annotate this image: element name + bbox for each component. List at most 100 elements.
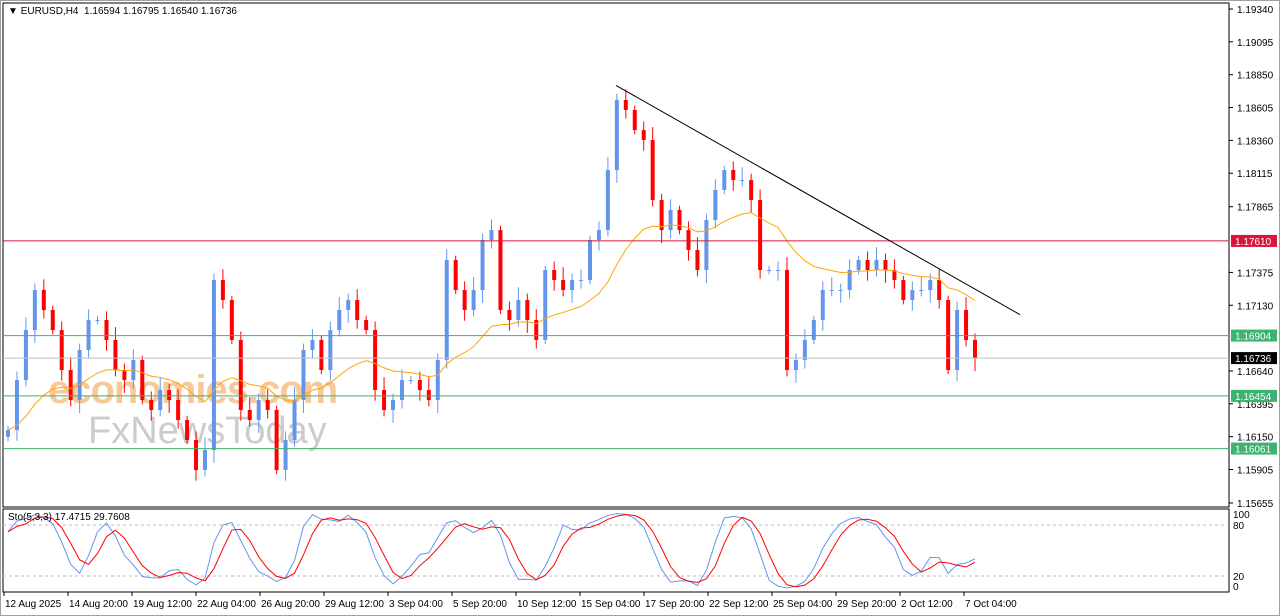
trendline — [615, 84, 1021, 316]
bull-candle — [346, 300, 351, 310]
bull-candle — [829, 289, 834, 291]
price-label: 1.17375 — [1237, 268, 1274, 279]
bull-candle — [614, 100, 619, 171]
price-label: 1.17130 — [1237, 301, 1274, 312]
bull-candle — [928, 280, 933, 290]
bear-candle — [167, 389, 172, 401]
level-tag-current — [1231, 352, 1277, 365]
bear-candle — [355, 300, 360, 321]
bull-candle — [838, 289, 843, 291]
bull-candle — [802, 339, 807, 360]
bear-candle — [149, 400, 154, 410]
stochastic-level-label: 100 — [1233, 510, 1250, 521]
bear-candle — [686, 230, 691, 251]
price-label: 1.16150 — [1237, 433, 1274, 444]
bear-candle — [426, 389, 431, 401]
chart-header: ▼ EURUSD,H4 1.16594 1.16795 1.16540 1.16… — [8, 6, 237, 17]
bear-candle — [964, 309, 969, 340]
time-label: 26 Aug 20:00 — [261, 599, 320, 610]
time-label: 19 Aug 12:00 — [133, 599, 192, 610]
bull-candle — [202, 450, 207, 471]
time-label: 12 Aug 2025 — [5, 599, 62, 610]
symbol-timeframe: EURUSD,H4 — [20, 6, 79, 17]
bull-candle — [587, 239, 592, 281]
bull-candle — [391, 400, 396, 410]
bull-candle — [874, 259, 879, 271]
bear-candle — [113, 339, 118, 371]
bull-candle — [489, 230, 494, 240]
bear-candle — [507, 309, 512, 321]
bear-candle — [552, 270, 557, 281]
bear-candle — [883, 259, 888, 271]
level-tag-support — [1231, 442, 1277, 455]
time-label: 29 Aug 12:00 — [325, 599, 384, 610]
bear-candle — [274, 409, 279, 471]
level-price-label: 1.16736 — [1235, 354, 1272, 365]
time-label: 5 Sep 20:00 — [453, 599, 507, 610]
bull-candle — [408, 380, 413, 382]
bear-candle — [937, 280, 942, 301]
watermark-economies-logo: economies.com — [48, 368, 338, 412]
time-label: 2 Oct 12:00 — [901, 599, 953, 610]
bull-candle — [820, 289, 825, 321]
bull-candle — [158, 389, 163, 410]
bear-candle — [68, 370, 73, 401]
bull-candle — [722, 170, 727, 190]
price-label: 1.16395 — [1237, 400, 1274, 411]
price-label: 1.18850 — [1237, 71, 1274, 82]
bear-candle — [229, 300, 234, 340]
bear-candle — [695, 250, 700, 271]
bull-candle — [435, 359, 440, 401]
bull-candle — [847, 270, 852, 290]
price-label: 1.16640 — [1237, 367, 1274, 378]
level-tag-resistance — [1231, 234, 1277, 247]
level-price-label: 1.17610 — [1235, 237, 1272, 248]
dropdown-triangle-icon[interactable]: ▼ — [8, 6, 18, 17]
level-tag-support — [1231, 389, 1277, 402]
bull-candle — [579, 280, 584, 282]
time-label: 29 Sep 20:00 — [837, 599, 897, 610]
bull-candle — [919, 289, 924, 291]
time-label: 10 Sep 12:00 — [517, 599, 577, 610]
stochastic-level-label: 80 — [1233, 521, 1245, 532]
bull-candle — [543, 270, 548, 340]
level-price-label: 1.16904 — [1235, 332, 1272, 343]
bear-candle — [41, 289, 46, 310]
bear-candle — [731, 170, 736, 181]
bull-candle — [6, 430, 10, 437]
time-label: 7 Oct 04:00 — [965, 599, 1017, 610]
bear-candle — [946, 300, 951, 371]
bear-candle — [382, 389, 387, 410]
time-label: 22 Sep 12:00 — [709, 599, 769, 610]
price-label: 1.17865 — [1237, 203, 1274, 214]
bear-candle — [364, 320, 369, 331]
bear-candle — [122, 370, 127, 381]
bull-candle — [704, 220, 709, 271]
bear-candle — [319, 339, 324, 371]
bull-candle — [811, 320, 816, 340]
bear-candle — [498, 230, 503, 310]
stochastic-pane-border — [2, 508, 1230, 593]
bull-candle — [310, 339, 315, 351]
bear-candle — [659, 200, 664, 231]
bear-candle — [677, 209, 682, 231]
bull-candle — [856, 259, 861, 271]
bear-candle — [265, 400, 270, 410]
bear-candle — [784, 270, 789, 371]
stochastic-signal-line — [7, 513, 976, 588]
time-label: 14 Aug 20:00 — [69, 599, 128, 610]
bull-candle — [32, 289, 37, 331]
stochastic-level-label: 0 — [1233, 582, 1239, 593]
level-price-label: 1.16061 — [1235, 445, 1272, 456]
bull-candle — [713, 189, 718, 221]
bear-candle — [758, 200, 763, 271]
time-label: 17 Sep 20:00 — [645, 599, 705, 610]
time-label: 3 Sep 04:00 — [389, 599, 443, 610]
time-label: 25 Sep 04:00 — [773, 599, 833, 610]
bear-candle — [238, 339, 243, 410]
price-label: 1.15655 — [1237, 499, 1274, 510]
bull-candle — [776, 270, 781, 272]
bull-candle — [910, 289, 915, 301]
bear-candle — [623, 100, 628, 110]
